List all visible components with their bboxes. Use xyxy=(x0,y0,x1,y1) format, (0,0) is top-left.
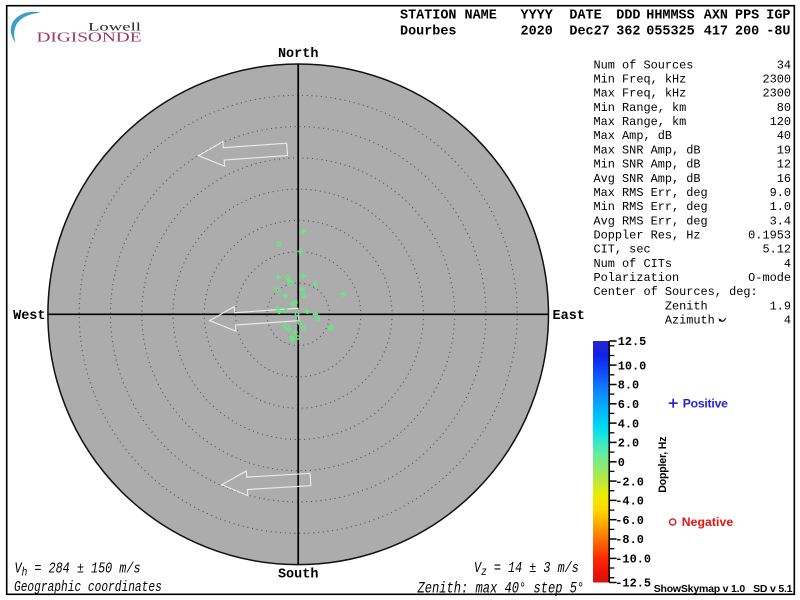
svg-text:2300: 2300 xyxy=(762,73,791,87)
svg-text:12.5: 12.5 xyxy=(618,335,647,349)
svg-text:Max Freq, kHz: Max Freq, kHz xyxy=(594,87,687,101)
svg-text:-6.0: -6.0 xyxy=(615,514,644,528)
svg-text:055325: 055325 xyxy=(646,25,694,40)
svg-text:PPS: PPS xyxy=(735,9,759,24)
svg-text:ShowSkymap v 1.0 SD v 5.1: ShowSkymap v 1.0 SD v 5.1 xyxy=(654,583,793,595)
svg-text:1.0: 1.0 xyxy=(770,200,791,214)
svg-text:Doppler Res, Hz: Doppler Res, Hz xyxy=(594,228,701,242)
svg-text:2020: 2020 xyxy=(521,25,553,40)
svg-text:12: 12 xyxy=(777,158,791,172)
svg-text:HHMMSS: HHMMSS xyxy=(646,9,694,24)
svg-text:80: 80 xyxy=(777,101,791,115)
svg-text:DDD: DDD xyxy=(616,9,640,24)
svg-text:Zenith: max 40° step 5°: Zenith: max 40° step 5° xyxy=(417,580,585,598)
svg-text:Num of Sources: Num of Sources xyxy=(594,58,694,72)
svg-text:Min SNR Amp, dB: Min SNR Amp, dB xyxy=(594,158,701,172)
svg-text:-2.0: -2.0 xyxy=(615,475,644,489)
svg-text:4.0: 4.0 xyxy=(618,417,639,431)
svg-text:Azimuth: Azimuth xyxy=(594,314,715,328)
svg-text:DIGISONDE: DIGISONDE xyxy=(37,30,142,45)
svg-text:19: 19 xyxy=(777,143,791,157)
svg-text:Polarization: Polarization xyxy=(594,271,680,285)
svg-text:362: 362 xyxy=(616,25,640,40)
svg-text:IGP: IGP xyxy=(766,9,790,24)
svg-text:-12.5: -12.5 xyxy=(615,577,651,591)
svg-text:Min RMS Err, deg: Min RMS Err, deg xyxy=(594,200,708,214)
svg-text:40: 40 xyxy=(777,129,791,143)
svg-text:CIT, sec: CIT, sec xyxy=(594,243,651,257)
svg-text:4: 4 xyxy=(784,257,791,271)
svg-text:AXN: AXN xyxy=(704,9,728,24)
svg-text:417: 417 xyxy=(704,25,728,40)
svg-text:0: 0 xyxy=(618,456,625,470)
svg-text:South: South xyxy=(278,568,319,583)
svg-text:Positive: Positive xyxy=(683,397,728,411)
svg-text:-4.0: -4.0 xyxy=(615,495,644,509)
svg-text:Geographic coordinates: Geographic coordinates xyxy=(14,579,162,596)
svg-text:120: 120 xyxy=(770,115,791,129)
svg-text:YYYY: YYYY xyxy=(521,9,554,24)
svg-text:Zenith: Zenith xyxy=(594,299,708,313)
svg-text:2.0: 2.0 xyxy=(618,437,639,451)
svg-text:16: 16 xyxy=(777,172,791,186)
svg-text:Max RMS Err, deg: Max RMS Err, deg xyxy=(594,186,708,200)
svg-text:3.4: 3.4 xyxy=(770,214,791,228)
svg-text:Num of CITs: Num of CITs xyxy=(594,257,673,271)
svg-text:10.0: 10.0 xyxy=(618,359,647,373)
svg-text:6.0: 6.0 xyxy=(618,398,639,412)
svg-text:East: East xyxy=(553,309,585,324)
svg-text:-8.0: -8.0 xyxy=(615,533,644,547)
svg-text:Doppler, Hz: Doppler, Hz xyxy=(657,437,669,493)
svg-text:Lowell: Lowell xyxy=(88,21,141,33)
svg-text:200: 200 xyxy=(735,25,759,40)
svg-text:Min Freq, kHz: Min Freq, kHz xyxy=(594,73,687,87)
svg-text:0.1953: 0.1953 xyxy=(748,228,791,242)
svg-text:Negative: Negative xyxy=(682,515,734,529)
svg-text:Vh = 284 ± 150 m/s: Vh = 284 ± 150 m/s xyxy=(15,561,141,580)
svg-text:9.0: 9.0 xyxy=(770,186,791,200)
svg-text:2300: 2300 xyxy=(762,87,791,101)
svg-text:Max Range, km: Max Range, km xyxy=(594,115,687,129)
svg-text:5.12: 5.12 xyxy=(762,243,791,257)
svg-text:O-mode: O-mode xyxy=(748,271,791,285)
svg-text:DATE: DATE xyxy=(569,9,601,24)
svg-text:Dec27: Dec27 xyxy=(569,25,609,40)
svg-text:Dourbes: Dourbes xyxy=(400,25,456,40)
svg-text:Vz = 14 ± 3 m/s: Vz = 14 ± 3 m/s xyxy=(474,561,579,580)
svg-text:Min Range, km: Min Range, km xyxy=(594,101,687,115)
svg-text:34: 34 xyxy=(777,58,791,72)
svg-text:8.0: 8.0 xyxy=(618,379,639,393)
svg-text:STATION NAME: STATION NAME xyxy=(400,9,497,24)
svg-text:Max Amp, dB: Max Amp, dB xyxy=(594,129,673,143)
svg-text:Max SNR Amp, dB: Max SNR Amp, dB xyxy=(594,143,701,157)
svg-text:-10.0: -10.0 xyxy=(615,553,651,567)
svg-text:North: North xyxy=(278,47,319,62)
svg-text:Center of Sources, deg:: Center of Sources, deg: xyxy=(594,285,758,299)
svg-text:4: 4 xyxy=(784,314,791,328)
svg-text:Avg SNR Amp, dB: Avg SNR Amp, dB xyxy=(594,172,701,186)
svg-text:Avg RMS Err, deg: Avg RMS Err, deg xyxy=(594,214,708,228)
svg-text:West: West xyxy=(13,309,45,324)
svg-text:1.9: 1.9 xyxy=(770,299,791,313)
svg-text:-8U: -8U xyxy=(766,25,790,40)
